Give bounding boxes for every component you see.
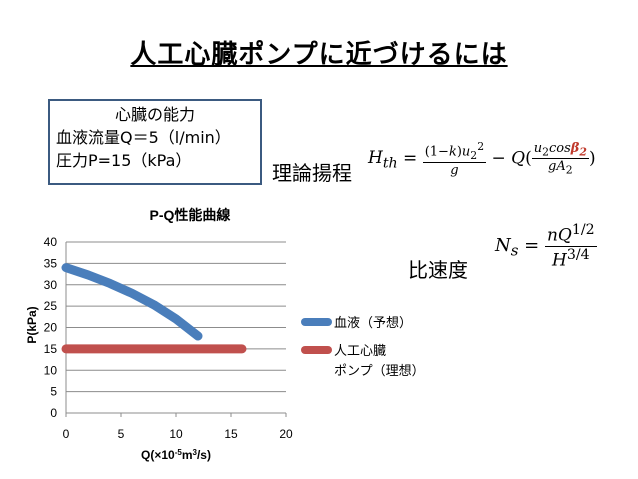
x-tick-label: 5 [118, 427, 125, 441]
theoretical-head-label: 理論揚程 [272, 161, 352, 185]
pressure-text: 圧力P=15（kPa） [56, 151, 192, 170]
y-tick-label: 30 [44, 278, 58, 292]
y-tick-label: 25 [44, 299, 58, 313]
x-tick-label: 10 [169, 427, 183, 441]
blood-flow-text: 血液流量Q＝5（l/min） [56, 128, 231, 147]
x-axis-label: Q(×10-5m3/s) [141, 448, 211, 463]
y-tick-label: 35 [44, 256, 58, 270]
y-tick-label: 40 [44, 235, 58, 249]
specific-speed-label: 比速度 [408, 258, 468, 282]
slide-title: 人工心臓ポンプに近づけるには [130, 40, 508, 70]
heart-capacity-box: 心臓の能力 血液流量Q＝5（l/min） 圧力P=15（kPa） [48, 99, 262, 185]
chart-title: P-Q性能曲線 [150, 207, 231, 223]
y-axis-label: P(kPa) [25, 306, 39, 343]
theoretical-head-formula: Hth = (1−k)u22 g − Q(u2cosβ2 gA2) [368, 140, 596, 178]
specific-speed-formula: Ns = nQ1/2 H3/4 [495, 222, 597, 271]
y-tick-label: 15 [44, 342, 58, 356]
x-tick-label: 15 [224, 427, 238, 441]
y-tick-label: 5 [50, 385, 57, 399]
heart-capacity-heading: 心臓の能力 [114, 105, 195, 124]
y-tick-label: 10 [44, 363, 58, 377]
legend-label-1: 人工心臓ポンプ（理想） [334, 343, 425, 378]
x-tick-label: 0 [63, 427, 70, 441]
y-tick-label: 0 [50, 406, 57, 420]
y-tick-label: 20 [44, 321, 58, 335]
x-tick-label: 20 [279, 427, 293, 441]
legend-label-0: 血液（予想） [334, 315, 412, 330]
series-line-0 [61, 263, 203, 341]
